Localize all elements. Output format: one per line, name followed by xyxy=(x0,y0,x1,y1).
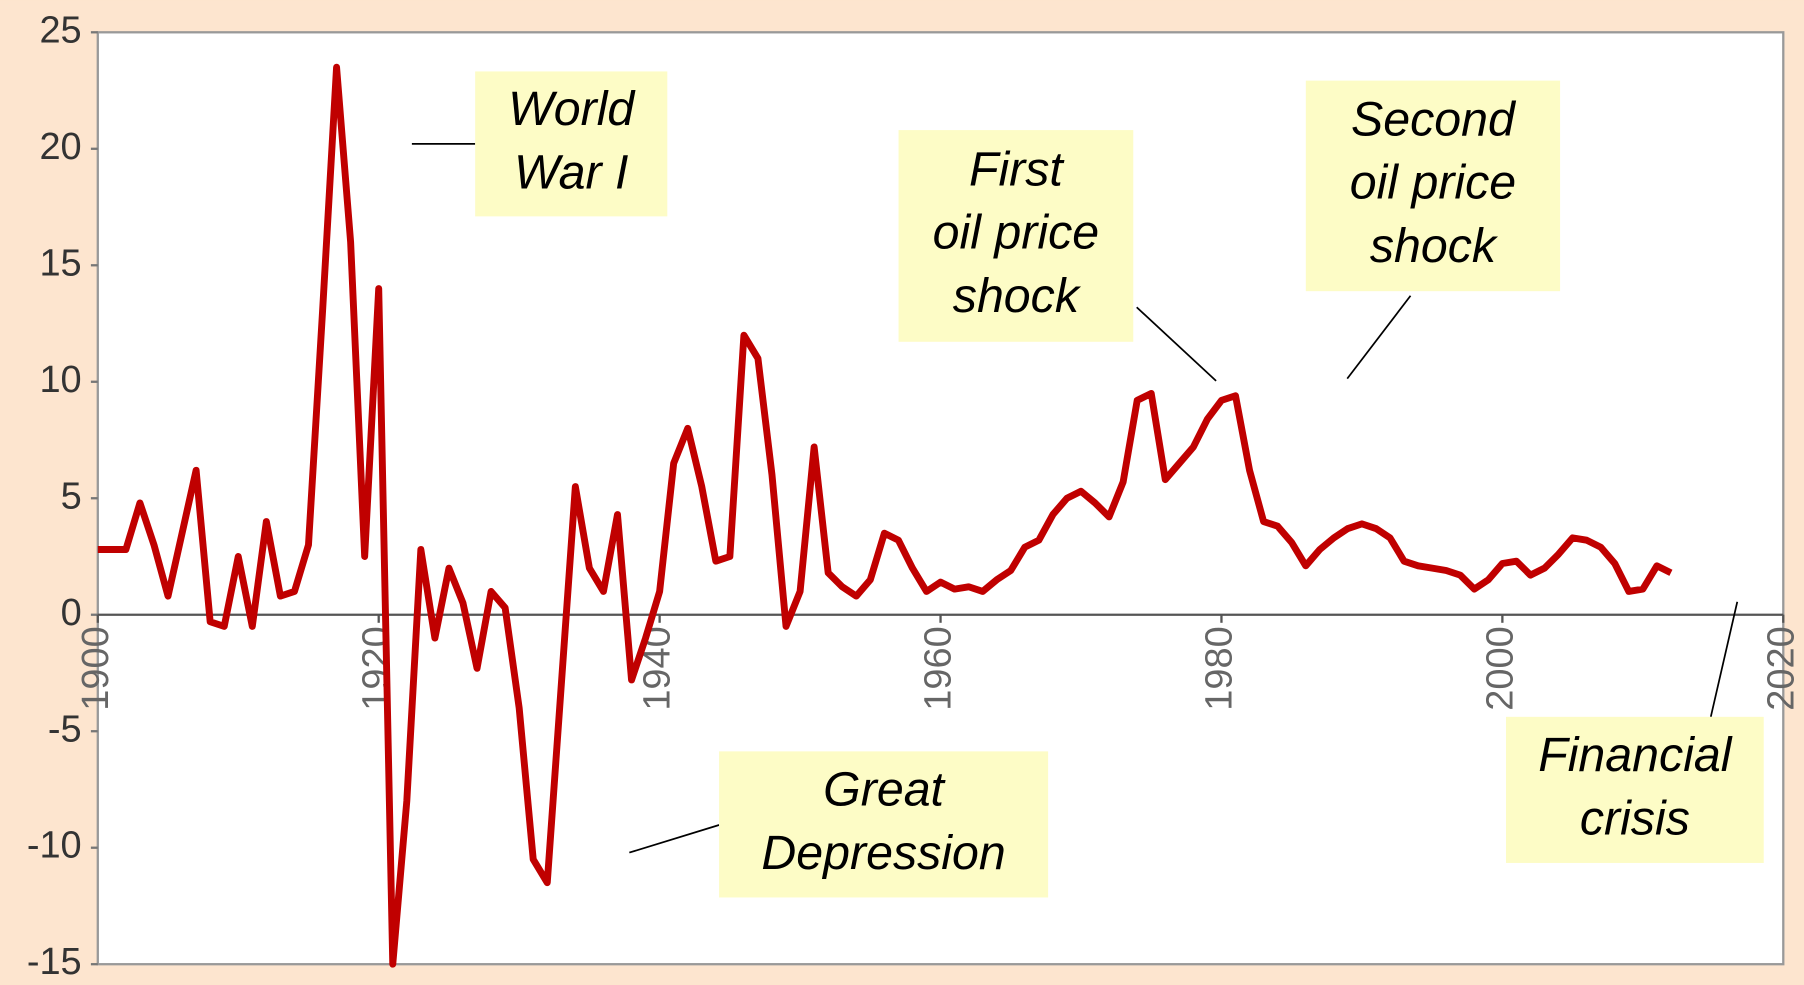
x-tick-label: 1960 xyxy=(918,626,960,710)
y-tick-label: 25 xyxy=(39,9,81,51)
data-line xyxy=(97,63,1673,968)
annotation-leader xyxy=(1346,295,1412,380)
annotation-text: oil price xyxy=(1350,156,1516,210)
annotation-box xyxy=(898,130,1134,342)
x-tick-label: 1980 xyxy=(1198,626,1240,710)
annotation-leader xyxy=(629,824,720,854)
y-tick-label: -10 xyxy=(27,825,82,867)
x-tick-label: 2000 xyxy=(1479,626,1521,710)
y-tick-label: -15 xyxy=(27,941,82,983)
annotation-text: War I xyxy=(514,145,629,199)
annotation-text: World xyxy=(508,82,636,136)
annotation-text: crisis xyxy=(1580,791,1690,845)
annotation-text: Second xyxy=(1351,92,1517,146)
y-tick-label: 0 xyxy=(61,592,82,634)
y-tick-label: 10 xyxy=(39,359,81,401)
x-tick-label: 1920 xyxy=(356,626,398,710)
y-tick-label: 15 xyxy=(39,242,81,284)
annotation-text: shock xyxy=(1370,219,1499,273)
annotation-text: oil price xyxy=(933,206,1099,260)
annotation-leader xyxy=(1709,601,1739,718)
annotation-text: Depression xyxy=(761,826,1005,880)
y-tick-label: -5 xyxy=(48,708,82,750)
annotation-box xyxy=(1305,80,1561,292)
y-tick-label: 5 xyxy=(61,475,82,517)
annotation-box xyxy=(475,71,668,217)
annotation-text: Great xyxy=(823,763,946,817)
annotation-text: shock xyxy=(953,269,1082,323)
annotation-box xyxy=(719,751,1049,898)
annotation-leader xyxy=(1136,306,1217,382)
x-tick-label: 2020 xyxy=(1760,626,1802,710)
x-tick-label: 1900 xyxy=(75,626,117,710)
annotation-text: First xyxy=(969,142,1065,196)
annotation-text: Financial xyxy=(1538,728,1733,782)
annotation-box xyxy=(1506,716,1764,863)
y-tick-label: 20 xyxy=(39,126,81,168)
